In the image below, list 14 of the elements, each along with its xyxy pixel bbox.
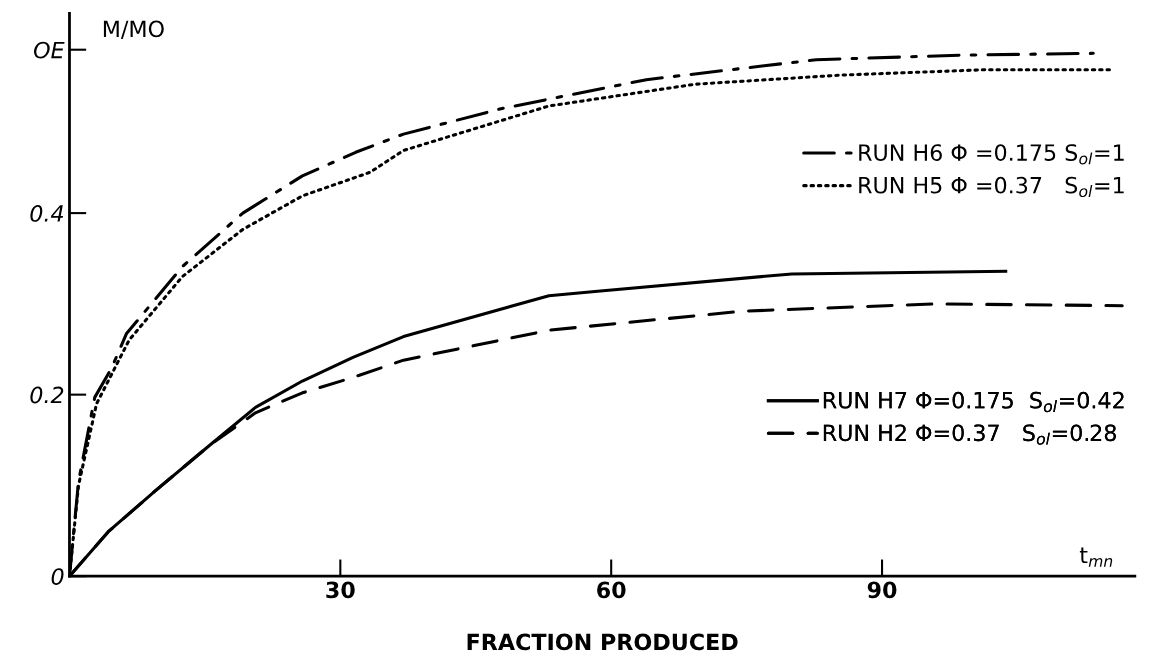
y-tick-label: 0.2 xyxy=(30,386,64,404)
legend-label: RUN H2 Φ=0.37 S$_{ol}$=0.28 xyxy=(823,424,1116,445)
legend-label: RUN H5 Φ =0.37 S$_{ol}$=1 xyxy=(859,176,1124,198)
y-tick-label: 0.4 xyxy=(30,205,64,222)
y-axis-title: M/MO xyxy=(103,20,164,39)
x-tick-label: 60 xyxy=(597,581,626,599)
annotation: t$_{mn}$ xyxy=(1079,547,1113,567)
y-tick-label: 0 xyxy=(51,568,64,585)
legend-label: RUN H6 Φ =0.175 S$_{ol}$=1 xyxy=(859,144,1124,165)
x-axis-title: FRACTION PRODUCED xyxy=(467,633,738,651)
legend-label: RUN H7 Φ=0.175 S$_{ol}$=0.42 xyxy=(823,391,1124,413)
x-tick-label: 30 xyxy=(326,581,355,599)
y-tick-label: OE xyxy=(33,41,65,59)
x-tick-label: 90 xyxy=(867,581,897,599)
